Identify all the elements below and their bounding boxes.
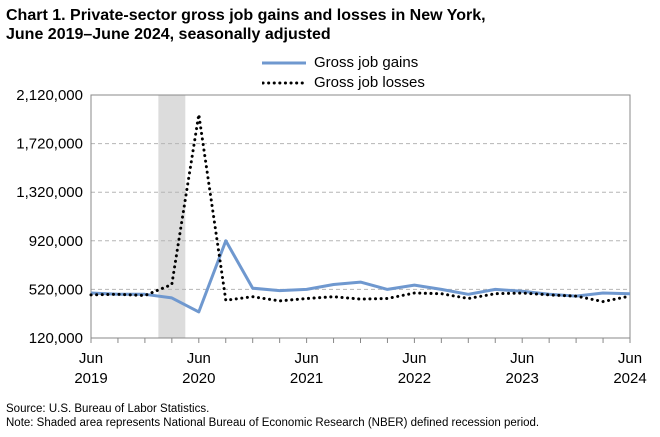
chart-footer: Source: U.S. Bureau of Labor Statistics.… bbox=[6, 402, 656, 430]
x-axis-ticks: Jun 2019 Jun 2020 Jun 2021 Jun 2022 Jun 2023 Jun 20… bbox=[74, 338, 647, 387]
legend-item-gains: Gross job gains bbox=[262, 53, 425, 73]
legend-label-losses: Gross job losses bbox=[314, 74, 425, 91]
x-tick-label-month: Jun bbox=[187, 350, 211, 367]
y-axis-tick-labels: 120,000 520,000 920,000 1,320,000 1,720,000 2… bbox=[16, 87, 83, 347]
x-tick-label-year: 2023 bbox=[506, 370, 539, 387]
y-tick-label: 920,000 bbox=[29, 233, 83, 250]
y-tick-label: 1,320,000 bbox=[16, 184, 83, 201]
legend-swatch-gains bbox=[262, 58, 306, 68]
gridlines bbox=[91, 143, 630, 290]
x-tick-label-year: 2022 bbox=[398, 370, 431, 387]
x-tick-label-month: Jun bbox=[402, 350, 426, 367]
y-tick-label: 1,720,000 bbox=[16, 136, 83, 153]
series-line-gross-job-losses bbox=[89, 112, 632, 304]
chart-title-line-2: June 2019–June 2024, seasonally adjusted bbox=[6, 26, 331, 43]
series-lines bbox=[89, 112, 632, 314]
x-tick-label-month: Jun bbox=[618, 350, 642, 367]
series-line-gross-job-gains bbox=[90, 239, 631, 314]
x-tick-label-year: 2024 bbox=[613, 370, 646, 387]
legend: Gross job gains Gross job losses bbox=[262, 53, 425, 93]
x-tick-label-year: 2021 bbox=[290, 370, 323, 387]
legend-label-gains: Gross job gains bbox=[314, 54, 419, 71]
x-tick-label-month: Jun bbox=[510, 350, 534, 367]
recession-note: Note: Shaded area represents National Bu… bbox=[6, 417, 540, 429]
x-tick-label-year: 2020 bbox=[182, 370, 215, 387]
legend-item-losses: Gross job losses bbox=[262, 73, 425, 93]
source-note: Source: U.S. Bureau of Labor Statistics. bbox=[6, 403, 210, 415]
y-tick-label: 120,000 bbox=[29, 330, 83, 347]
y-tick-label: 2,120,000 bbox=[16, 87, 83, 104]
legend-swatch-losses bbox=[262, 78, 306, 88]
chart-title: Chart 1. Private-sector gross job gains … bbox=[6, 6, 646, 44]
x-tick-label-month: Jun bbox=[295, 350, 319, 367]
x-tick-label-month: Jun bbox=[79, 350, 103, 367]
x-tick-label-year: 2019 bbox=[74, 370, 107, 387]
chart-title-line-1: Chart 1. Private-sector gross job gains … bbox=[6, 7, 486, 24]
y-tick-label: 520,000 bbox=[29, 281, 83, 298]
